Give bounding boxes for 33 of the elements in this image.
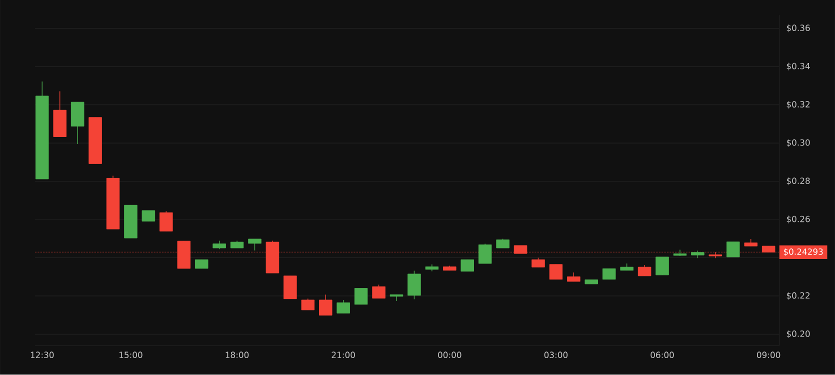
candlestick: [248, 238, 262, 252]
x-tick-label: 15:00: [120, 352, 142, 358]
candlestick: [532, 258, 545, 268]
y-tick-label: $0.36: [786, 24, 810, 32]
candlestick: [284, 276, 297, 300]
candlestick: [496, 238, 510, 249]
y-tick-label: $0.32: [786, 101, 810, 109]
candlestick: [390, 294, 404, 302]
candlestick: [318, 294, 332, 316]
candlestick: [408, 270, 421, 300]
x-tick-label: 06:00: [650, 352, 674, 358]
y-tick-label: $0.34: [786, 62, 810, 71]
y-tick-label: $0.22: [786, 292, 810, 300]
x-tick-label: 18:00: [226, 352, 249, 358]
candlestick: [336, 300, 350, 314]
ref-line-label: $0.24293: [784, 248, 823, 256]
y-tick-label: $0.30: [786, 139, 810, 148]
candlestick: [142, 210, 156, 222]
x-tick-label: 03:00: [544, 352, 568, 358]
candlestick: [478, 244, 492, 264]
candlestick: [372, 284, 386, 299]
candlestick: [549, 264, 563, 280]
x-tick-label: 21:00: [332, 352, 355, 358]
y-tick-label: $0.20: [786, 330, 810, 338]
x-tick-label: 00:00: [438, 352, 462, 358]
candlestick: [160, 210, 173, 232]
candlestick: [726, 242, 740, 258]
x-tick-label: 09:00: [756, 352, 780, 358]
x-tick-label: 12:30: [30, 352, 54, 358]
y-tick-label: $0.28: [786, 178, 810, 186]
candlestick: [354, 288, 368, 305]
y-tick-label: $0.26: [786, 216, 810, 224]
candlestick: [656, 256, 669, 276]
